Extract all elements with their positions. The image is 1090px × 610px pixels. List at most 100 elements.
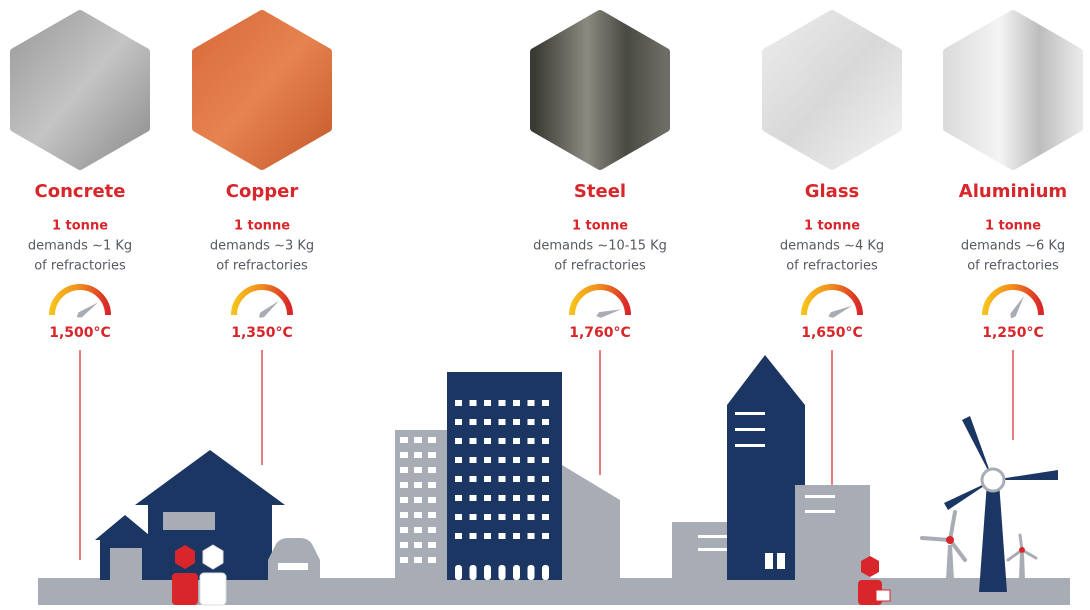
turbine-blades <box>944 416 1058 510</box>
window <box>484 514 491 520</box>
window <box>542 438 549 444</box>
window <box>484 457 491 463</box>
window <box>414 437 422 443</box>
window <box>484 476 491 482</box>
window <box>414 467 422 473</box>
window <box>400 437 408 443</box>
window <box>484 438 491 444</box>
window <box>400 557 408 563</box>
window <box>414 482 422 488</box>
material-amount: 1 tonne <box>985 219 1041 234</box>
window <box>455 419 462 425</box>
gauge-arc <box>982 284 1044 316</box>
window <box>498 533 506 539</box>
material-hexagon <box>943 10 1083 170</box>
window <box>542 533 549 539</box>
garage <box>110 548 142 580</box>
material: Steel 1 tonne demands ~10-15 Kg of refracto… <box>530 10 670 475</box>
window <box>513 514 520 520</box>
window <box>469 400 477 406</box>
window <box>469 514 477 520</box>
person-head <box>175 545 195 569</box>
material-unit: of refractories <box>554 259 646 274</box>
window <box>513 457 520 463</box>
window <box>498 514 506 520</box>
window <box>527 565 535 580</box>
gauge-needle <box>596 309 622 318</box>
window <box>400 497 408 503</box>
turbine-hub <box>946 536 954 544</box>
tower <box>727 355 805 580</box>
window <box>513 476 520 482</box>
window <box>735 428 765 431</box>
gauge-arc <box>231 284 293 316</box>
window <box>400 527 408 533</box>
gauge-needle <box>1010 295 1024 319</box>
window <box>469 457 477 463</box>
window <box>414 497 422 503</box>
window <box>484 565 491 580</box>
car <box>268 538 320 585</box>
person-body <box>199 572 227 606</box>
window <box>469 565 477 580</box>
material-name: Aluminium <box>959 181 1067 202</box>
window <box>805 495 835 498</box>
window <box>513 533 520 539</box>
window <box>414 452 422 458</box>
material-unit: of refractories <box>967 259 1059 274</box>
door <box>765 553 773 569</box>
material-name: Concrete <box>35 181 126 202</box>
window <box>428 542 436 548</box>
window <box>484 400 491 406</box>
window <box>542 476 549 482</box>
window <box>805 510 835 513</box>
window <box>542 514 549 520</box>
window <box>498 476 506 482</box>
window <box>455 476 462 482</box>
gauge-arc <box>569 284 631 316</box>
window <box>542 457 549 463</box>
material-amount: 1 tonne <box>234 219 290 234</box>
turbine-hub <box>1019 547 1025 553</box>
window <box>735 412 765 415</box>
material-temperature: 1,500°C <box>49 325 111 341</box>
window <box>428 527 436 533</box>
window <box>513 419 520 425</box>
material-temperature: 1,650°C <box>801 325 863 341</box>
window <box>527 495 535 501</box>
briefcase <box>875 589 891 602</box>
window <box>498 495 506 501</box>
window <box>698 548 728 551</box>
window <box>400 542 408 548</box>
window <box>414 512 422 518</box>
skyline <box>38 355 1070 606</box>
window <box>542 565 549 580</box>
material-temperature: 1,250°C <box>982 325 1044 341</box>
material-name: Copper <box>226 181 299 202</box>
door <box>777 553 785 569</box>
person-head <box>202 544 224 570</box>
turbine-blades <box>920 510 967 562</box>
window <box>527 457 535 463</box>
turbine-tower <box>979 482 1007 592</box>
window <box>455 438 462 444</box>
window <box>455 565 462 580</box>
material-temperature: 1,350°C <box>231 325 293 341</box>
window <box>455 514 462 520</box>
window <box>542 419 549 425</box>
turbine-tower <box>1019 553 1025 580</box>
gauge-arc <box>801 284 863 316</box>
window <box>498 457 506 463</box>
window <box>400 482 408 488</box>
window <box>498 565 506 580</box>
building <box>562 465 620 580</box>
material-name: Glass <box>805 181 860 202</box>
windows <box>455 400 549 580</box>
window <box>428 467 436 473</box>
window <box>428 452 436 458</box>
material-demand: demands ~4 Kg <box>780 239 884 254</box>
material-hexagon <box>530 10 670 170</box>
material-hexagon <box>10 10 150 170</box>
window <box>484 419 491 425</box>
turbine-hub <box>980 467 1006 493</box>
